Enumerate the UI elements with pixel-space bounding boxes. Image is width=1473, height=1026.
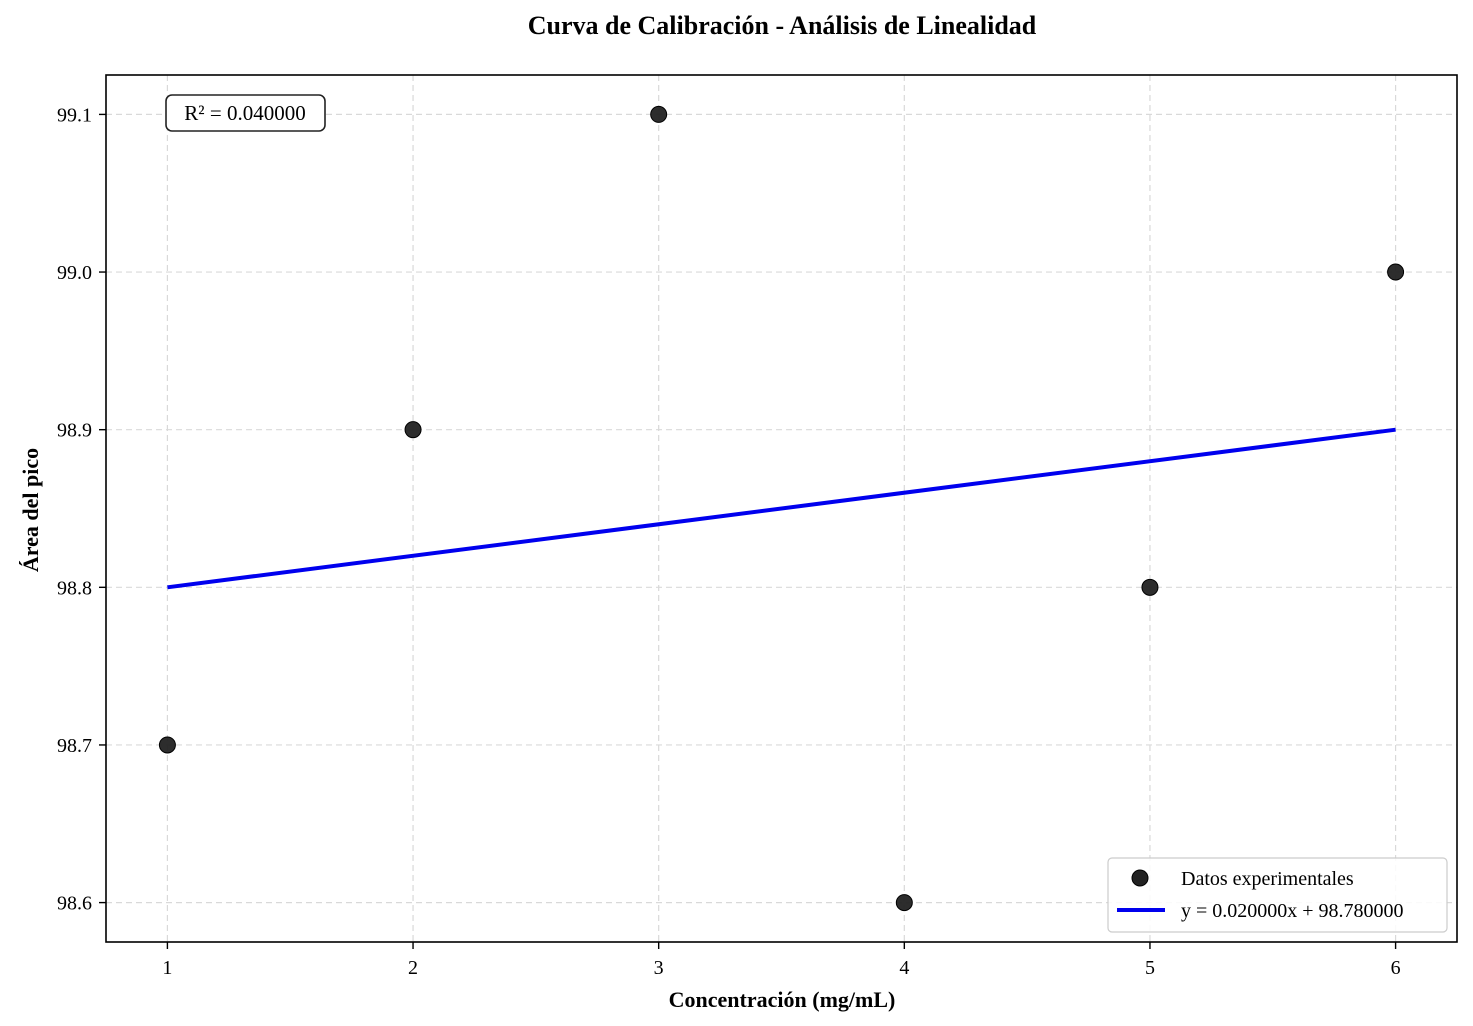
x-tick-label: 5 [1145, 957, 1155, 979]
data-point [158, 736, 176, 754]
data-point [895, 894, 913, 912]
r-squared-label: R² = 0.040000 [184, 101, 305, 125]
legend: Datos experimentales y = 0.020000x + 98.… [1107, 857, 1448, 933]
y-tick-label: 99.0 [57, 262, 92, 284]
legend-label-fit: y = 0.020000x + 98.780000 [1181, 900, 1404, 922]
x-axis-label: Concentración (mg/mL) [669, 987, 896, 1012]
x-tick-label: 4 [899, 957, 909, 979]
legend-label-scatter: Datos experimentales [1181, 868, 1354, 890]
data-point [404, 421, 422, 439]
y-axis-label: Área del pico [18, 448, 43, 572]
data-point [650, 105, 668, 123]
chart-title: Curva de Calibración - Análisis de Linea… [528, 11, 1037, 40]
x-tick-label: 6 [1391, 957, 1401, 979]
y-tick-label: 98.8 [57, 577, 92, 599]
legend-frame [1107, 857, 1448, 933]
y-tick-label: 99.1 [57, 104, 92, 126]
x-tick-label: 3 [654, 957, 664, 979]
grid [106, 75, 1457, 942]
x-axis-ticks: 1 2 3 4 5 6 [162, 942, 1401, 979]
y-tick-label: 98.6 [57, 893, 92, 915]
regression-line [167, 427, 1396, 590]
fit-line-layer [167, 427, 1396, 590]
y-tick-label: 98.9 [57, 420, 92, 442]
r-squared-annotation: R² = 0.040000 [165, 94, 326, 132]
legend-scatter-marker [1131, 869, 1149, 887]
data-point [1141, 578, 1159, 596]
data-point [1387, 263, 1405, 281]
scatter-points-layer [158, 105, 1405, 912]
y-axis-ticks: 98.6 98.7 98.8 98.9 99.0 99.1 [57, 104, 106, 915]
plot-area-frame [105, 74, 1458, 943]
x-tick-label: 1 [162, 957, 172, 979]
x-tick-label: 2 [408, 957, 418, 979]
y-tick-label: 98.7 [57, 735, 92, 757]
